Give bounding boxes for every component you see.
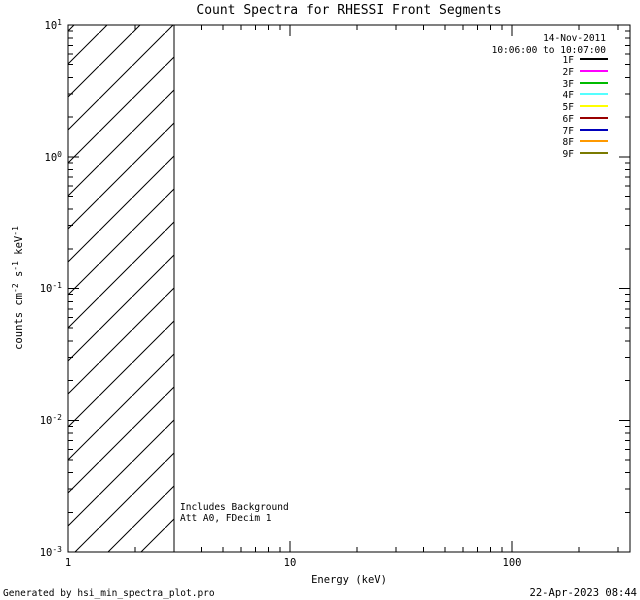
x-axis-title: Energy (keV) — [311, 574, 387, 586]
y-axis-title-part: counts cm — [13, 293, 25, 350]
legend-entry: 8F — [563, 137, 608, 148]
y-tick-base: 10 — [40, 283, 53, 295]
y-tick-base: 10 — [40, 547, 53, 559]
legend-label: 2F — [563, 67, 575, 78]
legend-label: 6F — [563, 114, 575, 125]
plot-title: Count Spectra for RHESSI Front Segments — [196, 3, 501, 18]
y-tick-label: 100 — [45, 150, 63, 164]
legend-label: 5F — [563, 102, 575, 113]
footer-timestamp: 22-Apr-2023 08:44 — [530, 587, 637, 599]
legend-entry: 7F — [563, 126, 608, 137]
legend-date: 14-Nov-2011 — [543, 33, 606, 44]
legend-label: 9F — [563, 149, 575, 160]
y-tick-exponent: -3 — [52, 545, 62, 554]
y-tick-base: 10 — [45, 152, 58, 164]
axis-ticks — [67, 24, 630, 553]
y-axis-title-part: keV — [13, 235, 25, 261]
y-tick-label: 10-1 — [40, 281, 62, 295]
y-tick-exponent: -1 — [52, 281, 62, 290]
x-tick-label: 100 — [503, 557, 522, 569]
annotation-includes-background: Includes Background — [180, 502, 289, 513]
legend-entry: 3F — [563, 79, 608, 90]
y-tick-label: 10-2 — [40, 413, 62, 427]
y-axis-title-exponent: -1 — [11, 226, 20, 236]
legend-label: 1F — [563, 55, 575, 66]
legend: 14-Nov-2011 10:06:00 to 10:07:00 1F 2F 3… — [492, 33, 608, 160]
legend-label: 8F — [563, 137, 575, 148]
y-tick-label: 101 — [45, 18, 63, 32]
x-tick-label: 1 — [65, 557, 71, 569]
legend-time-range: 10:06:00 to 10:07:00 — [492, 45, 607, 56]
footer-generated-by: Generated by hsi_min_spectra_plot.pro — [3, 588, 215, 599]
x-tick-label: 10 — [284, 557, 297, 569]
y-tick-exponent: -2 — [52, 413, 62, 422]
hatched-region — [68, 25, 174, 552]
legend-label: 4F — [563, 90, 575, 101]
y-axis-title-part: s — [13, 271, 25, 284]
y-tick-exponent: 1 — [57, 18, 62, 27]
legend-entry: 2F — [563, 67, 608, 78]
legend-label: 7F — [563, 126, 575, 137]
annotation-attenuator-state: Att A0, FDecim 1 — [180, 513, 272, 524]
legend-entry: 4F — [563, 90, 608, 101]
legend-label: 3F — [563, 79, 575, 90]
legend-entry: 9F — [563, 149, 608, 160]
legend-entry: 5F — [563, 102, 608, 113]
y-tick-base: 10 — [40, 415, 53, 427]
y-axis-title-exponent: -1 — [11, 261, 20, 271]
y-tick-exponent: 0 — [57, 150, 62, 159]
y-axis-title: counts cm-2 s-1 keV-1 — [11, 226, 25, 350]
legend-entry: 1F — [563, 55, 608, 66]
y-tick-base: 10 — [45, 20, 58, 32]
legend-entry: 6F — [563, 114, 608, 125]
y-axis-title-exponent: -2 — [11, 283, 20, 293]
y-tick-label: 10-3 — [40, 545, 62, 559]
